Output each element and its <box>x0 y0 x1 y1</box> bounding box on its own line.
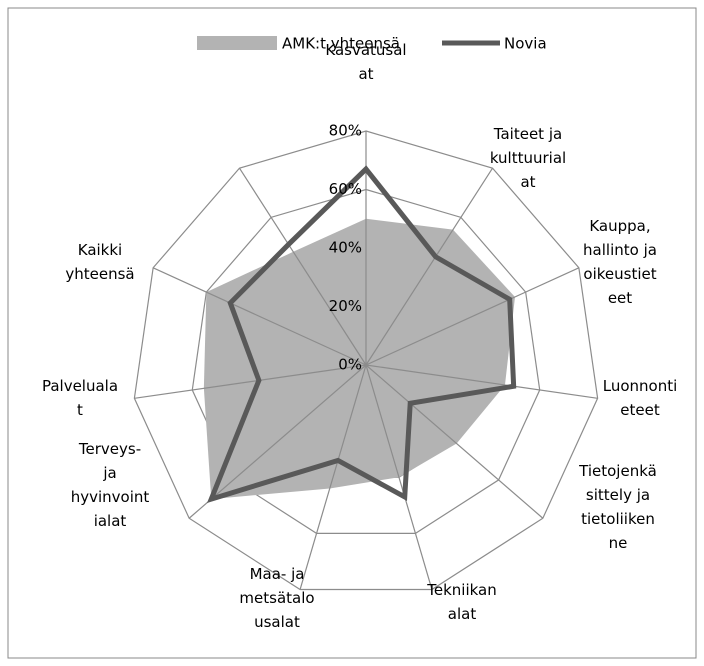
category-label: Luonnonti eteet <box>602 377 678 419</box>
spoke <box>365 364 544 519</box>
spoke <box>152 267 367 366</box>
legend-label: Novia <box>504 35 547 53</box>
y-tick-label: 0% <box>338 356 362 374</box>
category-label: Terveys- ja hyvinvoint ialat <box>70 440 150 530</box>
y-tick-label: 40% <box>329 239 362 257</box>
category-label: Taiteet ja kulttuurial at <box>489 125 567 191</box>
y-tick-label: 20% <box>329 297 362 315</box>
category-label: Kauppa, hallinto ja oikeustiet eet <box>583 217 657 307</box>
spoke <box>365 167 494 366</box>
y-tick-label: 80% <box>329 122 362 140</box>
spoke <box>365 364 433 590</box>
legend-label: AMK:t yhteensä <box>282 35 400 53</box>
spoke <box>238 167 367 366</box>
grid-ring <box>191 188 541 534</box>
legend-swatch <box>197 36 277 50</box>
line <box>206 165 517 503</box>
category-label: Kaikki yhteensä <box>65 241 135 283</box>
grid-ring <box>133 130 599 591</box>
spoke <box>365 364 598 399</box>
category-label: Palveluala t <box>41 377 119 419</box>
spoke <box>299 364 367 590</box>
spoke <box>365 267 580 366</box>
category-label: Maa- ja metsätalo usalat <box>239 565 315 631</box>
category-label: Tietojenkä sittely ja tietoliiken ne <box>579 462 657 552</box>
spoke <box>188 364 367 519</box>
category-label: Kasvatusal at <box>325 41 407 83</box>
spoke <box>134 364 367 399</box>
category-label: Tekniikan alat <box>427 581 497 623</box>
y-tick-label: 60% <box>329 180 362 198</box>
area <box>203 218 515 500</box>
